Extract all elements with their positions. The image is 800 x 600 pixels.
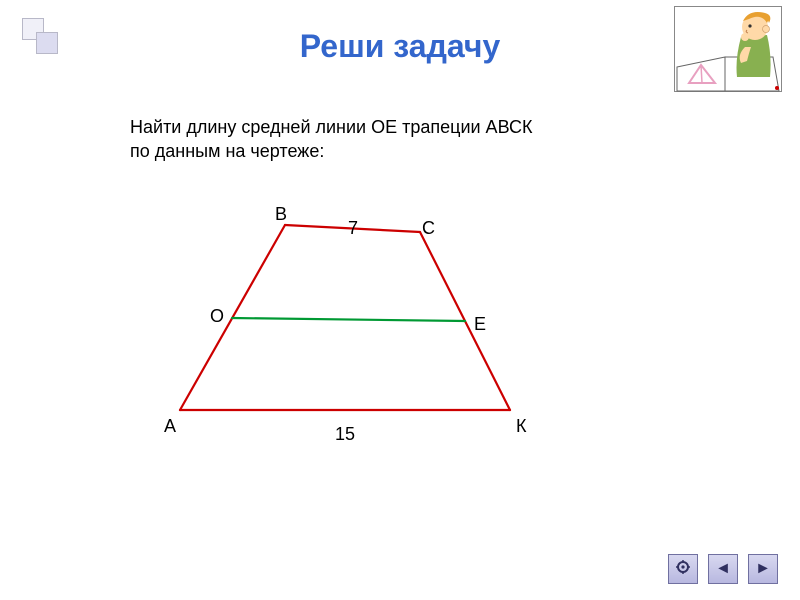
nav-button-group: ◄ ► [668, 554, 778, 584]
nav-home-button[interactable] [668, 554, 698, 584]
problem-statement: Найти длину средней линии ОЕ трапеции АВ… [130, 115, 650, 164]
mascot-illustration [674, 6, 782, 92]
vertex-label-E: Е [474, 314, 486, 335]
problem-line-1: Найти длину средней линии ОЕ трапеции АВ… [130, 117, 532, 137]
vertex-label-O: О [210, 306, 224, 327]
vertex-label-C: С [422, 218, 435, 239]
arrow-left-icon: ◄ [715, 561, 731, 577]
nav-next-button[interactable]: ► [748, 554, 778, 584]
nav-prev-button[interactable]: ◄ [708, 554, 738, 584]
bottom-side-value: 15 [335, 424, 355, 445]
problem-line-2: по данным на чертеже: [130, 141, 324, 161]
top-side-value: 7 [348, 218, 358, 239]
vertex-label-K: К [516, 416, 527, 437]
trapezoid-diagram: В С А К О Е 7 15 [140, 200, 560, 450]
vertex-label-A: А [164, 416, 176, 437]
arrow-right-icon: ► [755, 561, 771, 577]
vertex-label-B: В [275, 204, 287, 225]
nav-home-icon [675, 559, 691, 579]
